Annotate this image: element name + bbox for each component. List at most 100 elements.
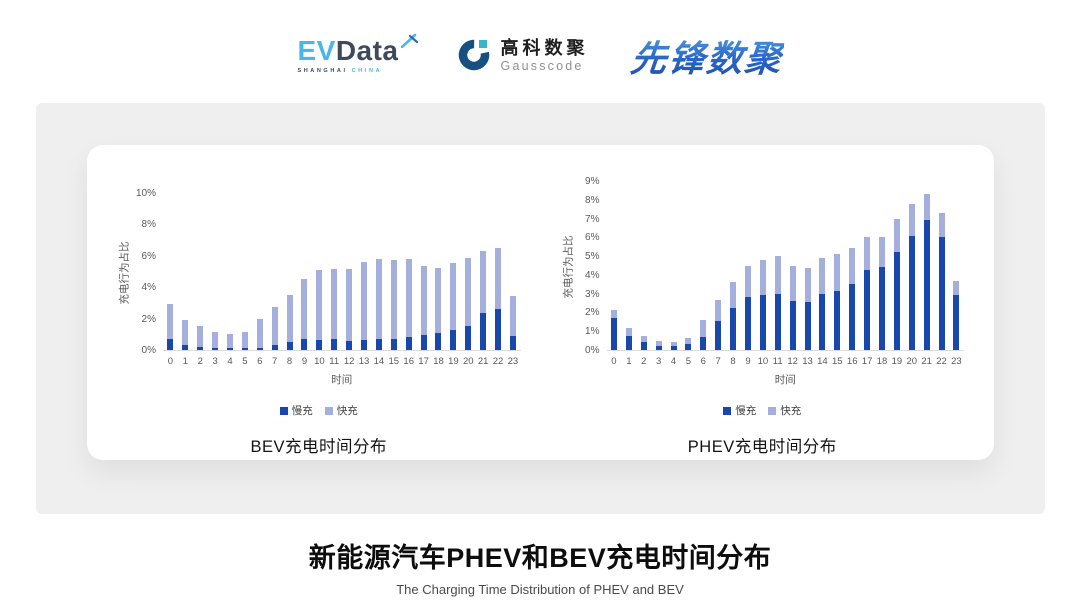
- stacked-bar: [182, 320, 189, 350]
- stacked-bar: [893, 218, 900, 350]
- charts-card: 充电行为占比 0% 2% 4% 6% 8% 10% 0 1 2 3 4 5 6 7 8 9 10 11 12 13 1…: [87, 145, 994, 460]
- stacked-bar: [420, 266, 427, 350]
- legend-item: 快充: [768, 403, 801, 418]
- bar-column: [193, 326, 208, 350]
- stacked-bar: [804, 268, 811, 350]
- stacked-bar: [938, 212, 945, 350]
- bev-bars: [163, 194, 521, 351]
- x-tick-label: 11: [772, 356, 783, 367]
- stacked-bar: [908, 203, 915, 350]
- fast-charge-segment: [182, 320, 189, 346]
- stacked-bar: [405, 258, 412, 350]
- stacked-bar: [465, 258, 472, 350]
- y-tick-label: 2%: [585, 307, 600, 319]
- bar-column: [919, 194, 934, 350]
- x-tick-label: 12: [343, 356, 355, 367]
- evdata-sub-shanghai: SHANGHAI: [297, 68, 348, 75]
- stacked-bar: [923, 194, 930, 350]
- stacked-bar: [316, 269, 323, 350]
- stacked-bar: [700, 319, 707, 350]
- stacked-bar: [685, 337, 692, 350]
- x-tick-label: 4: [227, 356, 233, 367]
- evdata-logo: EV Data SHANGHAI CHINA: [297, 33, 418, 75]
- stacked-bar: [375, 258, 382, 350]
- stacked-bar: [212, 331, 219, 350]
- charts-row: 充电行为占比 0% 2% 4% 6% 8% 10% 0 1 2 3 4 5 6 7 8 9 10 11 12 13 1…: [87, 145, 994, 457]
- fast-charge-segment: [953, 281, 960, 295]
- bar-column: [461, 258, 476, 350]
- y-tick-label: 6%: [141, 250, 156, 262]
- legend-swatch: [279, 406, 288, 415]
- gausscode-ring-icon: [458, 37, 492, 76]
- bar-column: [696, 319, 711, 350]
- fast-charge-segment: [405, 258, 412, 338]
- x-tick-label: 8: [286, 356, 293, 367]
- fast-charge-segment: [908, 203, 915, 237]
- fast-charge-segment: [495, 247, 502, 310]
- bar-column: [267, 306, 282, 350]
- fast-charge-segment: [227, 333, 233, 349]
- stacked-bar: [610, 309, 617, 350]
- slow-charge-segment: [465, 325, 472, 350]
- fast-charge-segment: [197, 326, 204, 347]
- fast-charge-segment: [331, 269, 338, 340]
- slow-charge-segment: [744, 297, 751, 350]
- x-tick-label: 17: [418, 356, 429, 367]
- bar-column: [431, 267, 446, 350]
- x-tick-label: 6: [700, 356, 706, 367]
- stacked-bar: [864, 237, 871, 350]
- bar-column: [726, 282, 741, 350]
- y-tick-label: 0%: [585, 345, 600, 356]
- x-tick-label: 12: [787, 356, 798, 367]
- fast-charge-segment: [878, 237, 885, 268]
- x-axis-ticks: 0 1 2 3 4 5 6 7 8 9 10 11 12 13 14 15 16 17 18 19 20 21 22 23: [607, 356, 965, 367]
- fast-charge-segment: [938, 212, 945, 238]
- y-axis-ticks: 0% 1% 2% 3% 4% 5% 6% 7% 8% 9%: [575, 176, 607, 356]
- slow-charge-segment: [509, 335, 516, 350]
- slow-charge-segment: [774, 293, 781, 350]
- slow-charge-segment: [789, 301, 796, 350]
- bar-column: [934, 212, 949, 350]
- fast-charge-segment: [893, 218, 900, 253]
- fast-charge-segment: [390, 259, 397, 340]
- legend-item: 快充: [324, 403, 358, 418]
- bar-column: [621, 328, 636, 350]
- stacked-bar: [271, 306, 278, 350]
- gausscode-cn-label: 高科数聚: [500, 38, 589, 59]
- fast-charge-segment: [774, 256, 781, 294]
- x-tick-label: 14: [373, 356, 385, 367]
- slow-charge-segment: [938, 237, 945, 350]
- slow-charge-segment: [625, 335, 632, 350]
- fast-charge-segment: [301, 278, 308, 340]
- stacked-bar: [480, 251, 487, 350]
- bar-column: [312, 269, 327, 350]
- x-tick-label: 20: [906, 356, 918, 367]
- bar-column: [282, 295, 297, 350]
- x-tick-label: 4: [670, 356, 677, 367]
- stacked-bar: [361, 262, 368, 350]
- slow-charge-segment: [804, 302, 811, 350]
- stacked-bar: [774, 256, 781, 350]
- bar-column: [666, 341, 681, 350]
- slow-charge-segment: [405, 337, 412, 350]
- stacked-bar: [256, 319, 263, 350]
- slow-charge-segment: [435, 332, 442, 350]
- x-tick-label: 21: [921, 356, 932, 367]
- phev-chart: 充电行为占比 0% 1% 2% 3% 4% 5% 6% 7% 8% 9% 0 1 2 3 4 5 6 7 8 9 10…: [561, 175, 965, 457]
- fast-charge-segment: [834, 254, 841, 291]
- stacked-bar: [759, 259, 766, 350]
- legend-label: 慢充: [291, 405, 313, 417]
- slow-charge-segment: [715, 320, 722, 350]
- slow-charge-segment: [182, 345, 189, 350]
- slow-charge-segment: [375, 339, 382, 350]
- bar-column: [785, 265, 800, 350]
- gray-panel: 充电行为占比 0% 2% 4% 6% 8% 10% 0 1 2 3 4 5 6 7 8 9 10 11 12 13 1…: [36, 103, 1045, 514]
- x-tick-label: 3: [212, 356, 218, 367]
- stacked-bar: [331, 269, 338, 350]
- bar-column: [770, 256, 785, 350]
- x-axis-title: 时间: [774, 374, 796, 386]
- x-tick-label: 11: [329, 356, 340, 367]
- slow-charge-segment: [834, 290, 841, 350]
- slow-charge-segment: [893, 252, 900, 350]
- evdata-x-icon: [400, 25, 418, 53]
